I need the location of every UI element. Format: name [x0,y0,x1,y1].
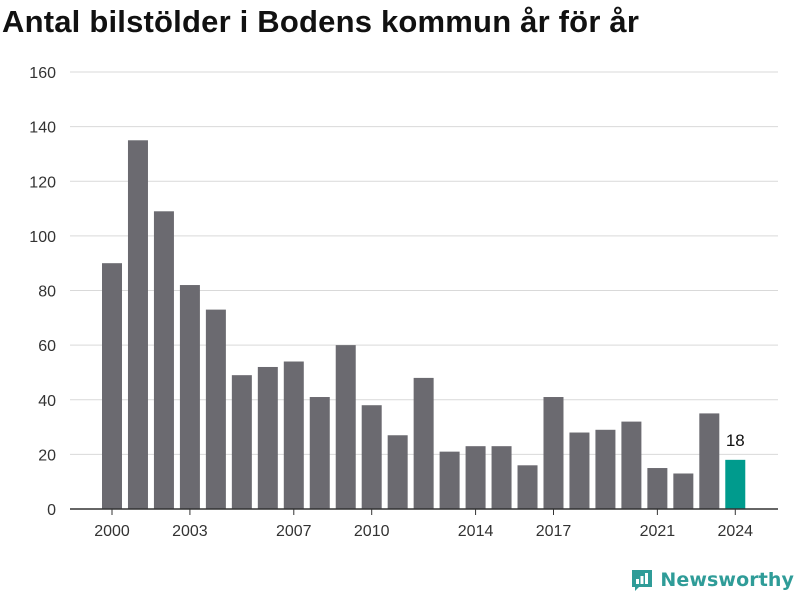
bar-2012 [413,377,434,509]
x-tick-label: 2000 [94,523,130,540]
x-tick-label: 2024 [717,523,753,540]
x-tick-label: 2010 [354,523,390,540]
y-tick-label: 160 [29,65,56,82]
y-tick-label: 80 [38,284,56,301]
bar-2024 [725,459,746,509]
y-tick-label: 120 [29,174,56,191]
bar-2009 [335,345,356,509]
bar-2001 [127,140,148,509]
y-tick-label: 20 [38,447,56,464]
bar-2004 [205,309,226,509]
x-axis-tick-labels: 2000 2003 2007 2010 2014 2017 2021 2024 [94,509,753,540]
bar-2005 [231,375,252,509]
bar-2015 [491,446,512,509]
chart-title: Antal bilstölder i Bodens kommun år för … [2,4,640,39]
bar-2002 [153,211,174,509]
brand-logo: Newsworthy [630,566,794,594]
bars [102,140,746,509]
bar-2017 [543,397,564,509]
y-tick-label: 40 [38,393,56,410]
bar-2007 [283,361,304,509]
bar-2003 [179,285,200,509]
brand-name: Newsworthy [660,569,794,591]
bar-2018 [569,432,590,509]
bar-2016 [517,465,538,509]
x-tick-label: 2021 [640,523,676,540]
x-tick-label: 2017 [536,523,572,540]
bar-2010 [361,405,382,509]
bar-2000 [102,263,122,509]
newsworthy-logo-icon [632,570,653,591]
bar-2013 [439,451,460,509]
x-tick-label: 2007 [276,523,312,540]
bar-2014 [465,446,486,509]
y-tick-label: 100 [29,229,56,246]
bar-2006 [257,366,278,509]
bar-2020 [621,421,642,509]
x-tick-label: 2014 [458,523,494,540]
y-tick-label: 140 [29,120,56,137]
bar-2019 [595,429,616,509]
bar-2022 [673,473,694,509]
bar-2011 [387,435,408,509]
bar-2021 [647,468,668,509]
bar-2023 [699,413,720,509]
bar-2008 [309,397,330,509]
y-axis-tick-labels: 0 20 40 60 80 100 120 140 160 [29,65,56,519]
y-tick-label: 0 [47,502,56,519]
data-labels: 18 [726,431,745,450]
x-tick-label: 2003 [172,523,208,540]
data-label-2024: 18 [726,431,745,450]
y-tick-label: 60 [38,338,56,355]
